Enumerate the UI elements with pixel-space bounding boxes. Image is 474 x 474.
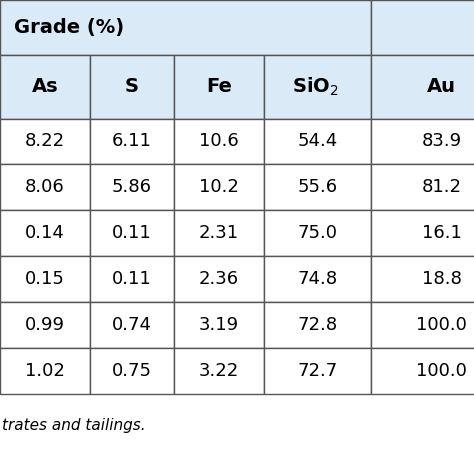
Bar	[264, 210, 371, 256]
Bar	[90, 256, 174, 302]
Bar	[174, 118, 264, 164]
Bar	[371, 210, 474, 256]
Bar	[264, 302, 371, 348]
Bar	[264, 164, 371, 210]
Bar	[264, 55, 371, 118]
Text: 16.1: 16.1	[421, 225, 462, 242]
Text: 10.2: 10.2	[199, 179, 239, 196]
Bar	[174, 55, 264, 118]
Text: 2.36: 2.36	[199, 271, 239, 288]
Text: 0.14: 0.14	[25, 225, 65, 242]
Bar	[264, 256, 371, 302]
Bar	[371, 118, 474, 164]
Bar	[90, 118, 174, 164]
Text: 75.0: 75.0	[297, 225, 337, 242]
Bar	[90, 164, 174, 210]
Bar	[174, 348, 264, 394]
Text: 55.6: 55.6	[297, 179, 337, 196]
Text: trates and tailings.: trates and tailings.	[2, 418, 146, 433]
Text: 0.15: 0.15	[25, 271, 65, 288]
Text: 0.99: 0.99	[25, 317, 65, 334]
Bar	[264, 348, 371, 394]
Bar	[90, 210, 174, 256]
Text: 2.31: 2.31	[199, 225, 239, 242]
Text: Au: Au	[427, 77, 456, 96]
Text: 0.11: 0.11	[112, 271, 152, 288]
Bar	[0, 118, 90, 164]
Bar	[371, 348, 474, 394]
Text: Fe: Fe	[206, 77, 232, 96]
Text: 100.0: 100.0	[416, 363, 467, 380]
Text: 18.8: 18.8	[421, 271, 462, 288]
Text: 0.11: 0.11	[112, 225, 152, 242]
Bar	[0, 164, 90, 210]
Bar	[371, 256, 474, 302]
Bar	[174, 302, 264, 348]
Text: 5.86: 5.86	[112, 179, 152, 196]
Bar	[264, 118, 371, 164]
Text: 83.9: 83.9	[421, 133, 462, 150]
Text: 3.22: 3.22	[199, 363, 239, 380]
Text: 3.19: 3.19	[199, 317, 239, 334]
Text: 10.6: 10.6	[199, 133, 239, 150]
Bar	[90, 302, 174, 348]
Text: 54.4: 54.4	[297, 133, 337, 150]
Bar	[174, 164, 264, 210]
Bar	[0, 256, 90, 302]
Bar	[371, 302, 474, 348]
Text: 0.75: 0.75	[112, 363, 152, 380]
Bar	[0, 55, 90, 118]
Text: 8.22: 8.22	[25, 133, 65, 150]
Text: 72.7: 72.7	[297, 363, 337, 380]
Bar	[174, 210, 264, 256]
Text: 6.11: 6.11	[112, 133, 152, 150]
Text: As: As	[31, 77, 58, 96]
Text: Grade (%): Grade (%)	[14, 18, 124, 37]
Bar	[371, 164, 474, 210]
Bar	[90, 348, 174, 394]
Bar	[174, 256, 264, 302]
Bar	[371, 55, 474, 118]
Text: 8.06: 8.06	[25, 179, 64, 196]
Text: S: S	[125, 77, 139, 96]
Bar	[90, 55, 174, 118]
Text: 81.2: 81.2	[421, 179, 462, 196]
Bar	[0, 348, 90, 394]
Text: 72.8: 72.8	[297, 317, 337, 334]
Text: 100.0: 100.0	[416, 317, 467, 334]
Bar	[0, 302, 90, 348]
Bar	[0, 0, 371, 55]
Text: 1.02: 1.02	[25, 363, 65, 380]
Text: 0.74: 0.74	[112, 317, 152, 334]
Text: SiO$_2$: SiO$_2$	[292, 75, 338, 98]
Bar	[0, 210, 90, 256]
Bar	[371, 0, 474, 55]
Text: 74.8: 74.8	[297, 271, 337, 288]
